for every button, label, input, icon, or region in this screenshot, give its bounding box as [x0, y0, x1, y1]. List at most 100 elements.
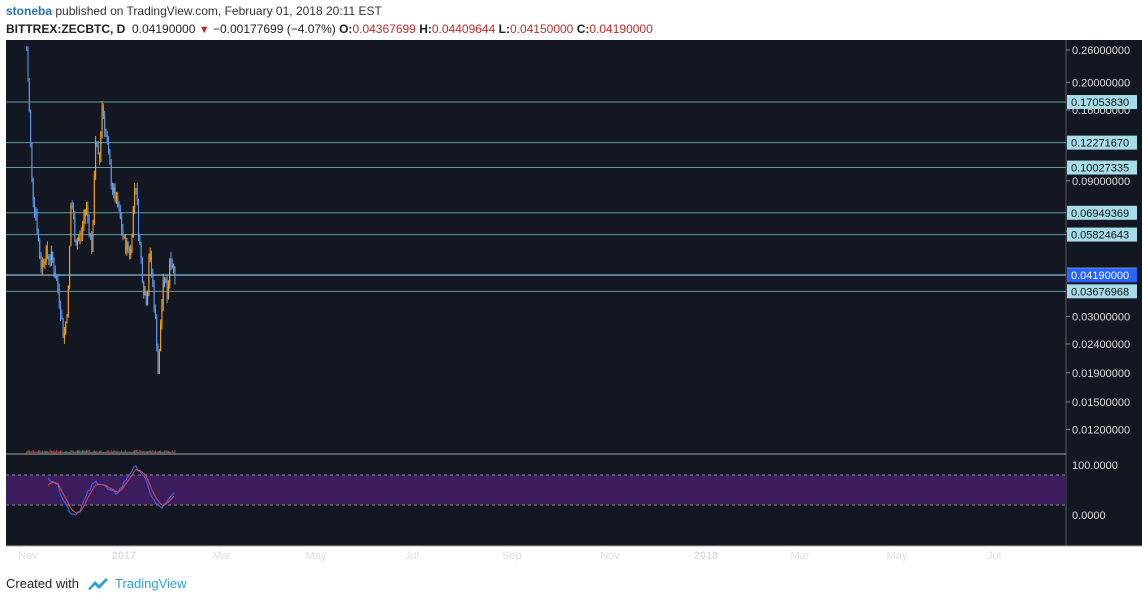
- volume-bar: [119, 451, 121, 453]
- price-tick-label: 0.01500000: [1072, 397, 1130, 409]
- price-tick-label: 0.03000000: [1072, 311, 1130, 323]
- volume-bar: [139, 450, 141, 453]
- volume-bar: [48, 451, 50, 453]
- volume-bar: [167, 451, 169, 453]
- volume-bar: [164, 450, 166, 453]
- volume-bar: [93, 450, 95, 453]
- volume-bar: [78, 450, 80, 453]
- price-tick-label: 0.26000000: [1072, 45, 1130, 57]
- volume-bar: [65, 451, 67, 453]
- volume-bar: [143, 450, 145, 453]
- candle-body: [136, 188, 138, 202]
- time-axis-label: May: [887, 550, 908, 562]
- high-value: 0.04409644: [431, 22, 496, 36]
- volume-bar: [60, 450, 62, 453]
- price-chart[interactable]: 100.00000.0000 0.260000000.200000000.160…: [0, 40, 1142, 566]
- candle-body: [139, 236, 141, 243]
- candle-body: [79, 234, 81, 238]
- volume-bar: [160, 450, 162, 453]
- volume-bar: [115, 451, 117, 453]
- candle-body: [112, 185, 114, 193]
- time-axis-label: 2018: [694, 550, 718, 562]
- volume-bar: [114, 450, 116, 453]
- candle-body: [153, 283, 155, 310]
- volume-bar: [63, 451, 65, 453]
- candle-body: [127, 242, 129, 250]
- candle-body: [134, 188, 136, 207]
- candle-body: [148, 259, 150, 293]
- price-tick-label: 0.01900000: [1072, 368, 1130, 380]
- volume-bar: [82, 450, 84, 453]
- volume-bar: [47, 451, 49, 453]
- candle-body: [71, 205, 73, 208]
- candle-body: [35, 210, 37, 216]
- level-price-badge: [1067, 95, 1137, 110]
- volume-bar: [87, 450, 89, 453]
- candle-body: [73, 207, 75, 218]
- volume-bar: [52, 451, 54, 453]
- volume-bar: [83, 450, 85, 453]
- volume-bar: [89, 451, 91, 453]
- created-with-text: Created with: [6, 576, 79, 591]
- candle-body: [76, 240, 78, 246]
- volume-bar: [126, 451, 128, 453]
- candle-body: [171, 265, 173, 268]
- candle-body: [30, 110, 32, 144]
- candle-body: [63, 332, 65, 338]
- candle-body: [28, 81, 30, 111]
- author-link[interactable]: stoneba: [6, 4, 53, 18]
- tradingview-link[interactable]: TradingView: [114, 576, 187, 591]
- level-price-badge: [1067, 227, 1137, 242]
- low-label: L:: [498, 22, 510, 36]
- price-change: −0.00177699 (−4.07%): [212, 22, 336, 36]
- candle-body: [101, 105, 103, 132]
- time-axis-label: 2017: [112, 550, 136, 562]
- volume-bar: [58, 451, 60, 453]
- candle-body: [84, 209, 86, 217]
- volume-bar: [134, 450, 136, 453]
- footer: Created with TradingView: [6, 576, 187, 591]
- candle-body: [117, 196, 119, 207]
- volume-bar: [75, 450, 77, 453]
- volume-bar: [43, 451, 45, 453]
- time-axis-label: May: [306, 550, 327, 562]
- volume-bar: [101, 451, 103, 453]
- volume-bar: [153, 451, 155, 453]
- candle-body: [34, 200, 36, 211]
- volume-bar: [70, 450, 72, 453]
- candle-body: [108, 142, 110, 152]
- candle-body: [48, 255, 50, 260]
- candle-body: [144, 292, 146, 296]
- candle-body: [166, 280, 168, 300]
- candle-body: [88, 217, 90, 234]
- candle-body: [152, 271, 154, 284]
- candle-body: [60, 301, 62, 316]
- volume-bar: [122, 451, 124, 453]
- candle-body: [56, 278, 58, 281]
- level-price-badge: [1067, 160, 1137, 175]
- candle-body: [118, 206, 120, 208]
- candle-body: [97, 144, 99, 154]
- candle-body: [69, 246, 71, 287]
- candle-body: [130, 249, 132, 256]
- candle-body: [75, 241, 77, 246]
- candle-body: [65, 321, 67, 333]
- candle-body: [115, 196, 117, 202]
- candle-body: [39, 240, 41, 259]
- candle-body: [93, 175, 95, 224]
- volume-bar: [128, 451, 130, 453]
- candle-body: [32, 177, 34, 201]
- tradingview-logo-icon: [87, 577, 108, 590]
- candle-body: [174, 266, 176, 279]
- candle-body: [161, 304, 163, 324]
- published-text: published on TradingView.com, February 0…: [55, 4, 382, 18]
- volume-bar: [80, 451, 82, 453]
- candle-body: [173, 266, 175, 268]
- price-tick-label: 0.02400000: [1072, 339, 1130, 351]
- candle-body: [169, 258, 171, 285]
- volume-bar: [112, 451, 114, 453]
- volume-bar: [161, 451, 163, 453]
- level-price-text: 0.17053830: [1071, 97, 1129, 109]
- oscillator-d-line: [47, 468, 175, 514]
- low-value: 0.04150000: [509, 22, 574, 36]
